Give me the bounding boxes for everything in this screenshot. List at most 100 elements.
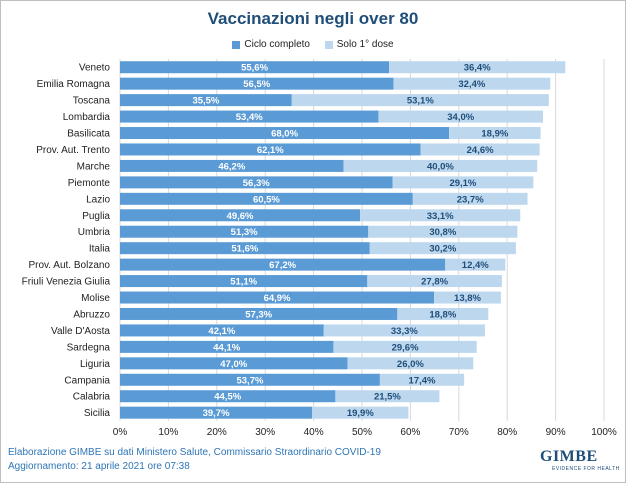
bar-solo-prima-dose bbox=[392, 176, 534, 189]
data-label: 40,0% bbox=[427, 161, 454, 172]
data-label: 18,9% bbox=[481, 129, 508, 140]
data-label: 30,8% bbox=[429, 227, 456, 238]
category-label: Prov. Aut. Trento bbox=[36, 145, 110, 156]
bar-ciclo-completo bbox=[120, 225, 369, 238]
bar-ciclo-completo bbox=[120, 340, 334, 353]
category-label: Valle D'Aosta bbox=[51, 326, 110, 337]
bar-solo-prima-dose bbox=[412, 192, 528, 205]
bar-ciclo-completo bbox=[120, 324, 324, 337]
logo-main-text: GIMBE bbox=[540, 448, 598, 465]
bar-ciclo-completo bbox=[120, 390, 336, 403]
data-label: 51,3% bbox=[231, 227, 258, 238]
category-label: Liguria bbox=[80, 359, 110, 370]
data-label: 53,4% bbox=[236, 112, 263, 123]
data-label: 27,8% bbox=[421, 277, 448, 288]
category-label: Friuli Venezia Giulia bbox=[22, 277, 111, 288]
bar-ciclo-completo bbox=[120, 127, 450, 140]
category-label: Molise bbox=[81, 293, 110, 304]
bar-ciclo-completo bbox=[120, 373, 380, 386]
bar-solo-prima-dose bbox=[389, 61, 566, 74]
data-label: 23,7% bbox=[457, 194, 484, 205]
category-label: Basilicata bbox=[67, 129, 110, 140]
category-label: Toscana bbox=[73, 96, 111, 107]
category-label: Lombardia bbox=[63, 112, 111, 123]
x-tick-label: 60% bbox=[400, 427, 420, 438]
legend-label-solo-prima-dose: Solo 1° dose bbox=[336, 39, 394, 50]
bar-solo-prima-dose bbox=[378, 110, 544, 123]
data-label: 46,2% bbox=[218, 161, 245, 172]
bar-ciclo-completo bbox=[120, 77, 394, 90]
bar-ciclo-completo bbox=[120, 94, 292, 107]
bar-solo-prima-dose bbox=[312, 406, 409, 419]
data-label: 53,1% bbox=[407, 96, 434, 107]
data-label: 18,8% bbox=[429, 309, 456, 320]
data-label: 60,5% bbox=[253, 194, 280, 205]
bar-solo-prima-dose bbox=[343, 159, 538, 172]
bar-solo-prima-dose bbox=[379, 373, 465, 386]
data-label: 42,1% bbox=[208, 326, 235, 337]
category-label: Abruzzo bbox=[73, 309, 110, 320]
footer-source: Elaborazione GIMBE su dati Ministero Sal… bbox=[8, 447, 381, 458]
bar-solo-prima-dose bbox=[397, 307, 489, 320]
data-label: 49,6% bbox=[227, 211, 254, 222]
data-label: 62,1% bbox=[257, 145, 284, 156]
bar-solo-prima-dose bbox=[449, 127, 541, 140]
chart-title: Vaccinazioni negli over 80 bbox=[207, 9, 419, 28]
bar-solo-prima-dose bbox=[393, 77, 551, 90]
bar-ciclo-completo bbox=[120, 176, 393, 189]
legend-item-ciclo-completo: Ciclo completo bbox=[232, 39, 310, 50]
x-tick-label: 50% bbox=[352, 427, 372, 438]
category-label: Emilia Romagna bbox=[37, 79, 111, 90]
data-label: 44,1% bbox=[213, 342, 240, 353]
data-label: 32,4% bbox=[458, 79, 485, 90]
data-label: 36,4% bbox=[464, 63, 491, 74]
x-tick-label: 40% bbox=[304, 427, 324, 438]
x-tick-label: 70% bbox=[449, 427, 469, 438]
x-tick-label: 0% bbox=[113, 427, 128, 438]
data-label: 68,0% bbox=[271, 129, 298, 140]
bar-solo-prima-dose bbox=[291, 94, 549, 107]
data-label: 39,7% bbox=[203, 408, 230, 419]
data-label: 26,0% bbox=[397, 359, 424, 370]
bar-ciclo-completo bbox=[120, 291, 435, 304]
data-label: 12,4% bbox=[462, 260, 489, 271]
bar-ciclo-completo bbox=[120, 110, 379, 123]
data-label: 30,2% bbox=[429, 244, 456, 255]
x-tick-label: 90% bbox=[546, 427, 566, 438]
data-label: 47,0% bbox=[220, 359, 247, 370]
bar-ciclo-completo bbox=[120, 159, 344, 172]
data-label: 19,9% bbox=[347, 408, 374, 419]
x-tick-label: 80% bbox=[497, 427, 517, 438]
category-label: Umbria bbox=[78, 227, 111, 238]
data-label: 57,3% bbox=[245, 309, 272, 320]
data-label: 51,1% bbox=[230, 277, 257, 288]
legend: Ciclo completo Solo 1° dose bbox=[0, 39, 626, 52]
category-label: Sicilia bbox=[84, 408, 111, 419]
bar-ciclo-completo bbox=[120, 143, 421, 156]
data-label: 29,1% bbox=[449, 178, 476, 189]
bar-ciclo-completo bbox=[120, 275, 368, 288]
bar-solo-prima-dose bbox=[333, 340, 477, 353]
bar-ciclo-completo bbox=[120, 61, 390, 74]
category-label: Campania bbox=[64, 375, 110, 386]
data-label: 17,4% bbox=[409, 375, 436, 386]
category-label: Marche bbox=[77, 161, 111, 172]
x-tick-label: 20% bbox=[207, 427, 227, 438]
data-label: 21,5% bbox=[374, 392, 401, 403]
bar-solo-prima-dose bbox=[347, 357, 474, 370]
data-label: 64,9% bbox=[264, 293, 291, 304]
bar-solo-prima-dose bbox=[368, 225, 518, 238]
bar-solo-prima-dose bbox=[335, 390, 440, 403]
data-label: 56,3% bbox=[243, 178, 270, 189]
legend-item-solo-prima-dose: Solo 1° dose bbox=[324, 39, 394, 50]
data-label: 13,8% bbox=[454, 293, 481, 304]
data-label: 67,2% bbox=[269, 260, 296, 271]
category-label: Prov. Aut. Bolzano bbox=[28, 260, 110, 271]
data-label: 29,6% bbox=[392, 342, 419, 353]
bar-ciclo-completo bbox=[120, 406, 313, 419]
footer-updated: Aggiornamento: 21 aprile 2021 ore 07:38 bbox=[8, 461, 190, 472]
data-label: 51,6% bbox=[231, 244, 258, 255]
bar-solo-prima-dose bbox=[420, 143, 540, 156]
category-label: Sardegna bbox=[67, 342, 111, 353]
